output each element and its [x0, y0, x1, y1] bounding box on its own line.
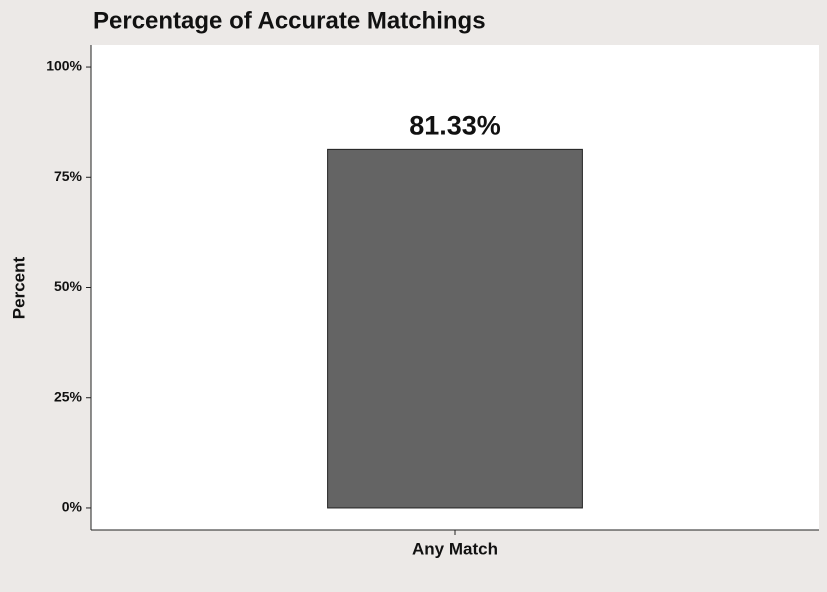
y-tick-label: 50% [54, 278, 83, 294]
chart-title: Percentage of Accurate Matchings [93, 7, 486, 34]
y-tick-label: 100% [46, 58, 82, 74]
x-tick-label: Any Match [412, 539, 498, 558]
value-label: 81.33% [409, 110, 501, 140]
y-tick-label: 75% [54, 168, 83, 184]
bar [327, 148, 583, 509]
y-axis-label: Percent [9, 256, 28, 319]
y-tick-label: 25% [54, 388, 83, 404]
y-tick-label: 0% [62, 499, 83, 515]
